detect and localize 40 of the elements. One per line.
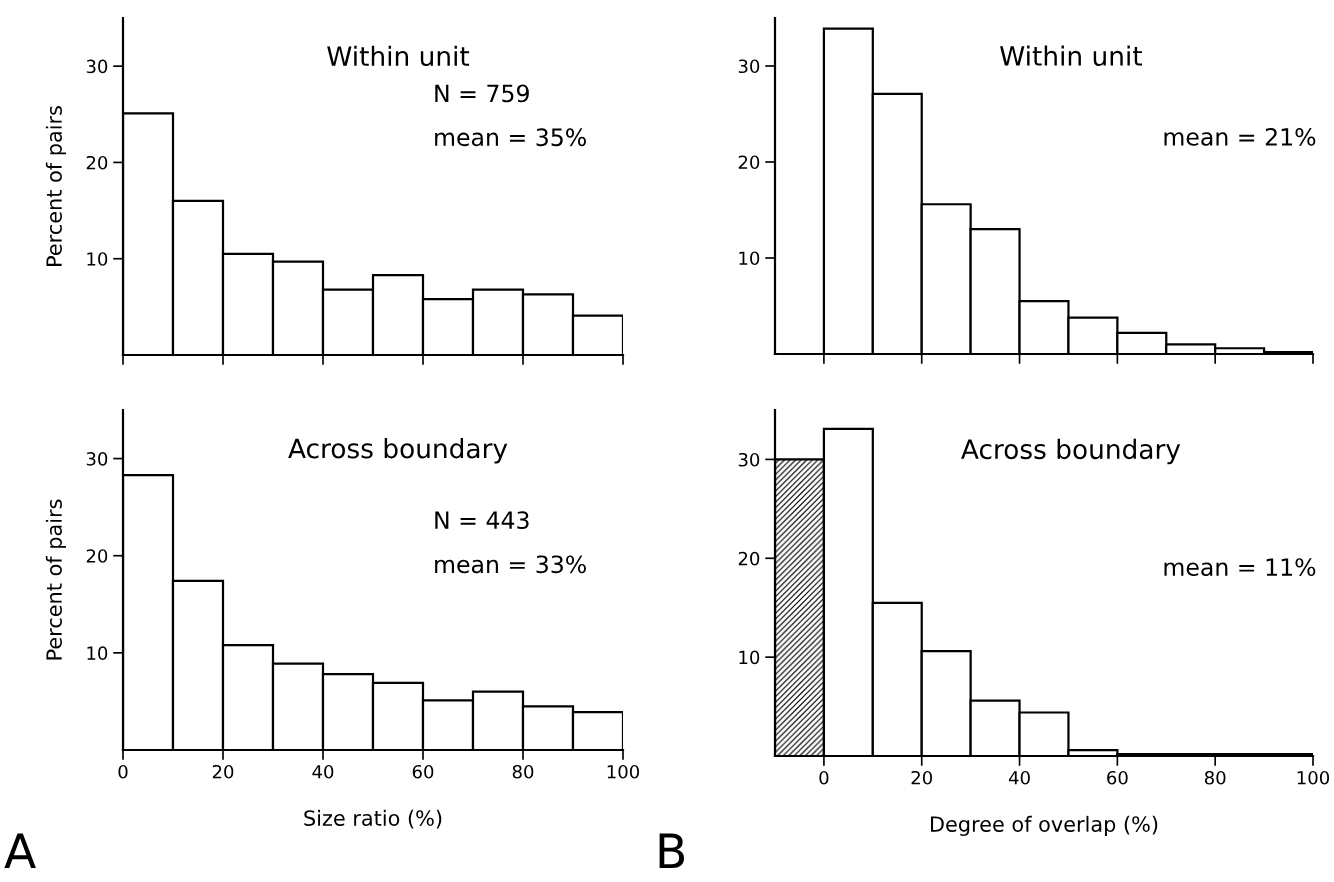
x-tick-label: 0 [819,770,829,785]
y-axis-title: Percent of pairs [45,106,66,266]
y-tick-label: 10 [739,251,760,266]
y-tick-label: 30 [738,59,760,74]
annotation: N = 443 [435,511,529,530]
x-tick-label: 0 [118,764,128,779]
annotation: mean = 35% [435,128,586,147]
x-tick-label: 60 [412,764,434,779]
text: B [659,833,685,868]
x-tick-label: 60 [1107,770,1128,785]
x-tick-label: 80 [1204,770,1226,785]
y-tick-label: 10 [87,646,108,660]
text: Across boundary [288,438,508,464]
y-tick-label: 30 [86,59,108,74]
y-tick-label: 10 [739,650,760,665]
annotation: mean = 11% [1164,558,1316,577]
y-tick-label: 20 [86,549,108,563]
x-tick-label: 100 [607,764,640,779]
y-tick-label: 20 [738,551,760,566]
x-tick-label: 100 [1297,770,1330,785]
x-tick-label: 80 [512,764,534,779]
y-tick-label: 30 [86,452,108,466]
text: Within unit [1000,45,1143,66]
text: A [4,833,36,868]
text: Across boundary [961,438,1181,465]
x-axis-title: Size ratio (%) [304,809,442,829]
y-axis-title: Percent of pairs [45,499,66,660]
annotation: mean = 21% [1164,127,1316,146]
x-tick-label: 40 [1008,770,1030,785]
y-tick-label: 30 [738,452,760,467]
x-axis-title: Degree of overlap (%) [931,815,1158,836]
annotation: mean = 33% [435,555,586,574]
text: Within unit [327,45,470,67]
annotation: N = 759 [435,84,529,103]
x-tick-label: 40 [312,764,334,779]
x-tick-label: 20 [212,764,234,779]
y-tick-label: 10 [87,252,108,266]
x-tick-label: 20 [911,770,933,785]
y-tick-label: 20 [86,155,108,170]
y-tick-label: 20 [738,155,760,170]
